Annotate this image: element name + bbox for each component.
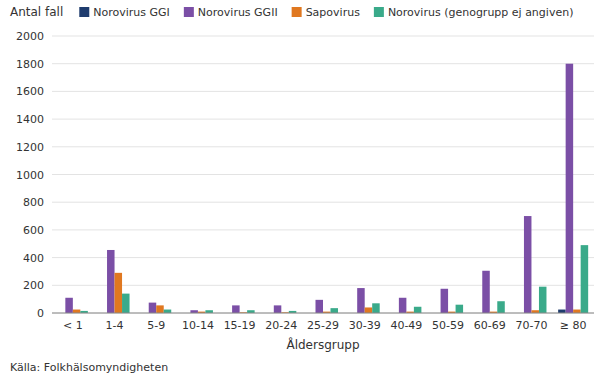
grid-line [52,91,594,92]
x-tick-label: 40-49 [390,319,422,332]
bar [73,310,81,313]
bar [115,273,123,313]
y-tick-label: 1800 [16,58,44,71]
bar [482,271,490,313]
x-tick-label: 10-14 [182,319,214,332]
legend: Norovirus GGI Norovirus GGII Sapovirus Noro… [79,6,573,19]
grid-line [52,257,594,258]
bar [274,305,282,313]
bar [414,307,422,313]
y-axis-label: Antal fall [10,5,63,19]
bar [399,298,407,313]
chart: Antal fall Norovirus GGI Norovirus GGII Sap… [0,0,606,379]
series [65,64,573,313]
legend-swatch [79,7,89,17]
x-tick-label: < 1 [63,319,83,332]
y-tick-label: 2000 [16,30,44,43]
bar [164,310,172,313]
y-tick-label: 0 [37,307,44,320]
x-tick-label: 50-59 [432,319,464,332]
bar [441,289,449,313]
grid-line [52,146,594,147]
bar [573,310,581,313]
bar [524,216,532,313]
bar [566,64,574,313]
y-tick-label: 200 [23,279,44,292]
x-tick-label: 30-39 [349,319,381,332]
series [558,310,566,313]
legend-label: Norovirus GGII [198,6,278,19]
header: Antal fall Norovirus GGI Norovirus GGII Sap… [10,5,573,19]
grid-line [52,36,594,37]
y-tick-label: 400 [23,252,44,265]
x-axis-label: Åldersgrupp [286,337,359,352]
bar [331,308,339,313]
bar [149,303,157,313]
bar [558,310,566,313]
bar [122,294,130,313]
x-tick-label: 1-4 [106,319,124,332]
y-tick-label: 600 [23,224,44,237]
y-tick-label: 1600 [16,85,44,98]
legend-swatch [292,7,302,17]
x-tick-label: ≥ 80 [560,319,587,332]
bar [539,287,547,313]
x-axis: < 1 1-4 5-9 10-14 15-19 20-24 25-29 30-39 40-49 5… [52,313,594,352]
legend-item: Sapovirus [292,6,360,19]
grid-line [52,285,594,286]
bar [372,303,380,313]
legend-item: Norovirus GGI [79,6,170,19]
x-axis-line [52,313,594,314]
legend-item: Norovirus (genogrupp ej angiven) [374,6,574,19]
x-tick-label: 60-69 [474,319,506,332]
legend-swatch [374,7,384,17]
legend-swatch [184,7,194,17]
y-axis: 0 200 400 600 800 1000 1200 1400 1600 1800 2000 [16,30,594,320]
series [80,245,588,313]
x-tick-label: 70-70 [515,319,547,332]
x-tick-label: 5-9 [147,319,165,332]
x-tick-label: 25-29 [307,319,339,332]
legend-label: Norovirus GGI [93,6,170,19]
y-tick-label: 1200 [16,141,44,154]
bar [232,305,240,313]
bars [65,64,588,313]
y-tick-label: 1400 [16,113,44,126]
source-note: Källa: Folkhälsomyndigheten [10,361,168,374]
grid-line [52,313,594,314]
grid-line [52,229,594,230]
x-tick-label: 20-24 [265,319,297,332]
bar [156,305,164,313]
grid-line [52,63,594,64]
series [73,273,581,313]
grid-line [52,174,594,175]
grid-line [52,202,594,203]
y-tick-label: 800 [23,196,44,209]
bar [315,300,323,313]
bar [456,305,464,313]
bar [497,301,505,313]
bar [107,250,115,313]
legend-label: Sapovirus [306,6,360,19]
legend-item: Norovirus GGII [184,6,278,19]
x-tick-label: 15-19 [224,319,256,332]
bar [365,307,373,313]
y-tick-label: 1000 [16,169,44,182]
bar [357,288,365,313]
bar [65,298,73,313]
bar [581,245,589,313]
legend-label: Norovirus (genogrupp ej angiven) [388,6,574,19]
grid-line [52,119,594,120]
